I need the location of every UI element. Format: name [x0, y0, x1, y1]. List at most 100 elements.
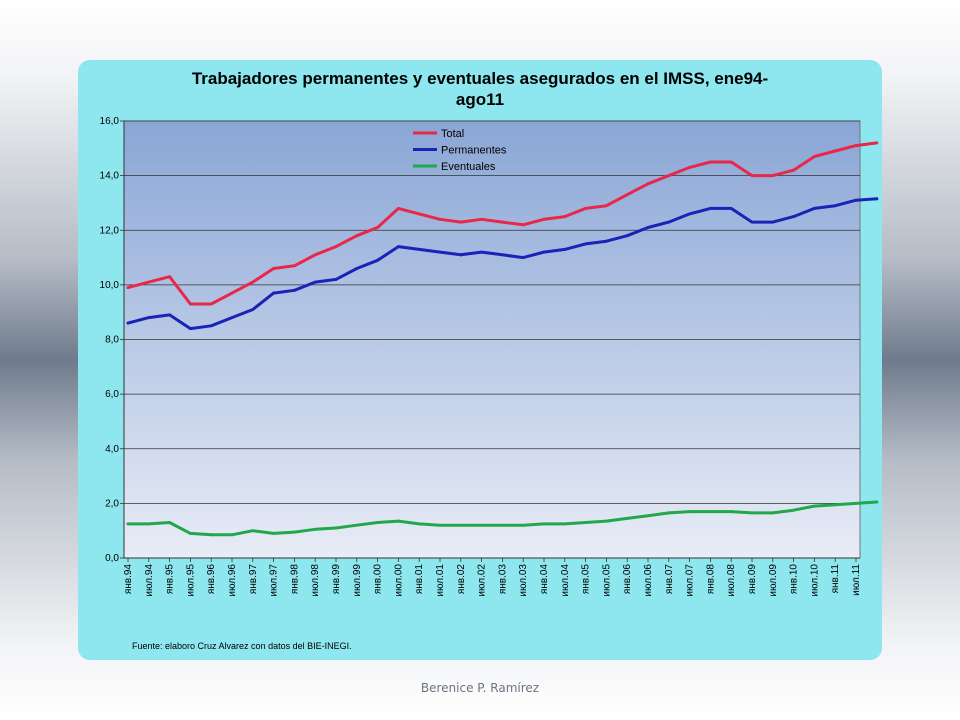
data-point-permanentes — [813, 207, 816, 210]
data-point-permanentes — [771, 220, 775, 224]
data-point-total — [251, 280, 255, 284]
data-point-total — [313, 253, 317, 257]
data-point-eventuales — [168, 521, 172, 524]
data-point-total — [854, 144, 858, 147]
data-point-total — [605, 204, 608, 208]
data-point-total — [542, 217, 546, 221]
x-tick-label: янв.99 — [331, 564, 342, 595]
x-tick-label: янв.97 — [248, 564, 259, 595]
data-point-total — [875, 141, 879, 145]
x-tick-label: янв.06 — [622, 564, 633, 595]
data-point-permanentes — [605, 239, 608, 243]
data-point-eventuales — [459, 523, 463, 527]
data-point-total — [459, 220, 463, 224]
data-point-total — [438, 217, 442, 221]
data-point-total — [625, 193, 629, 197]
data-point-permanentes — [584, 242, 587, 246]
x-tick-label: янв.03 — [497, 564, 508, 595]
x-tick-label: июл.09 — [768, 564, 779, 597]
data-point-eventuales — [584, 521, 587, 524]
data-point-total — [501, 220, 504, 224]
x-tick-label: янв.10 — [789, 564, 800, 595]
data-point-total — [521, 223, 525, 227]
data-point-eventuales — [147, 522, 151, 526]
chart-title: Trabajadores permanentes y eventuales as… — [78, 68, 882, 110]
data-point-total — [397, 207, 400, 210]
data-point-total — [833, 149, 837, 153]
y-tick-label: 2,0 — [105, 498, 119, 509]
x-tick-label: янв.96 — [206, 564, 217, 595]
data-point-eventuales — [501, 523, 504, 527]
data-point-permanentes — [833, 204, 837, 208]
data-point-total — [709, 160, 712, 164]
data-point-permanentes — [355, 267, 359, 270]
data-point-permanentes — [438, 250, 442, 254]
data-point-eventuales — [417, 522, 421, 526]
data-point-permanentes — [376, 258, 379, 262]
source-note: Fuente: elaboro Cruz Alvarez con datos d… — [132, 641, 352, 651]
data-point-eventuales — [251, 529, 255, 533]
data-point-permanentes — [563, 247, 567, 251]
data-point-eventuales — [334, 526, 338, 530]
x-tick-label: июл.08 — [726, 564, 737, 597]
x-tick-label: июл.96 — [227, 564, 238, 597]
x-tick-label: янв.94 — [123, 564, 134, 595]
y-tick-label: 6,0 — [105, 389, 119, 400]
data-point-permanentes — [147, 316, 151, 320]
data-point-eventuales — [438, 523, 442, 527]
data-point-total — [293, 264, 296, 268]
legend-label-permanentes: Permanentes — [441, 145, 507, 157]
x-tick-label: июл.99 — [352, 564, 363, 597]
data-point-total — [147, 280, 151, 284]
x-tick-label: июл.03 — [518, 564, 529, 597]
data-point-permanentes — [729, 207, 733, 210]
y-tick-label: 4,0 — [105, 444, 119, 455]
data-point-permanentes — [313, 280, 317, 284]
data-point-permanentes — [480, 250, 483, 254]
data-point-permanentes — [459, 253, 463, 257]
data-point-eventuales — [605, 519, 608, 523]
x-tick-label: июл.94 — [144, 564, 155, 597]
data-point-total — [189, 302, 192, 306]
data-point-eventuales — [709, 510, 712, 513]
data-point-permanentes — [126, 321, 130, 325]
x-tick-label: июл.97 — [269, 564, 280, 597]
x-tick-label: янв.95 — [165, 564, 176, 595]
data-point-eventuales — [313, 527, 317, 531]
data-point-total — [334, 245, 338, 249]
data-point-permanentes — [792, 215, 795, 218]
legend-label-total: Total — [441, 128, 464, 140]
x-tick-label: июл.06 — [643, 564, 654, 597]
data-point-total — [230, 291, 234, 295]
data-point-permanentes — [501, 253, 504, 257]
x-tick-label: июл.05 — [601, 564, 612, 597]
data-point-eventuales — [209, 533, 213, 537]
y-tick-label: 0,0 — [105, 553, 119, 564]
data-point-permanentes — [688, 212, 691, 216]
data-point-permanentes — [750, 220, 754, 224]
chart-title-line-1: Trabajadores permanentes y eventuales as… — [191, 69, 769, 88]
data-point-eventuales — [667, 511, 671, 515]
legend-label-eventuales: Eventuales — [441, 161, 496, 173]
data-point-permanentes — [667, 220, 671, 224]
data-point-total — [750, 174, 754, 178]
data-point-eventuales — [729, 510, 733, 513]
x-tick-label: янв.00 — [373, 564, 384, 595]
x-tick-label: янв.01 — [414, 564, 425, 595]
x-tick-label: янв.11 — [830, 564, 841, 594]
data-point-eventuales — [355, 523, 359, 527]
data-point-total — [376, 226, 379, 229]
x-tick-label: июл.10 — [809, 564, 820, 597]
data-point-total — [646, 182, 650, 186]
data-point-total — [688, 166, 691, 169]
data-point-eventuales — [376, 521, 379, 524]
data-point-permanentes — [625, 234, 629, 238]
data-point-total — [729, 160, 733, 164]
data-point-permanentes — [875, 197, 879, 201]
data-point-total — [480, 217, 483, 221]
author-watermark: Berenice P. Ramírez — [420, 681, 540, 695]
x-tick-label: янв.08 — [705, 564, 716, 595]
data-point-permanentes — [397, 245, 400, 249]
data-point-eventuales — [189, 532, 192, 535]
